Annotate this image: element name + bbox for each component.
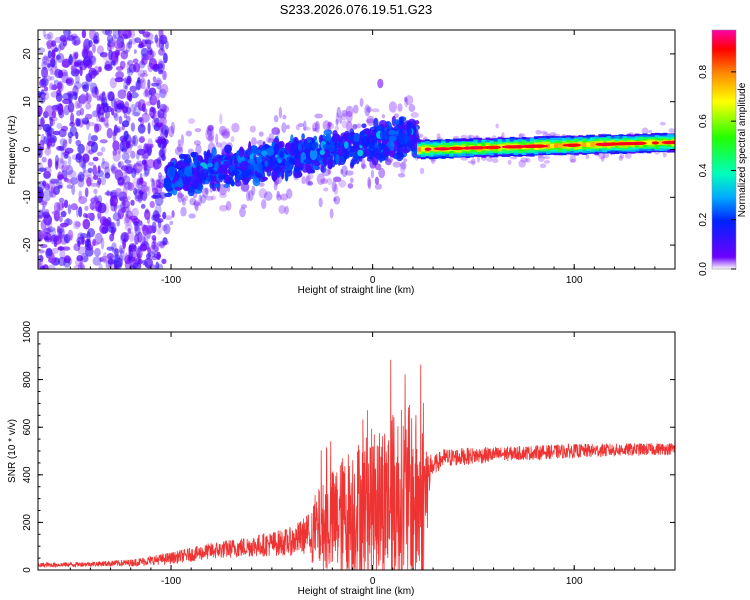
snr-series-line [38,359,675,570]
snr-ylabel: SNR (10 * v/v) [7,419,18,483]
colorbar-tick-label: 0.6 [698,114,709,128]
spectrogram-xtick-label: 0 [370,275,376,286]
colorbar-label: Normalized spectral amplitude [737,82,748,217]
chart-title: S233.2026.076.19.51.G23 [280,2,433,17]
snr-ytick-label: 400 [22,466,33,483]
colorbar-frame [711,29,737,270]
spectrogram-xtick-label: 100 [566,275,583,286]
spectrogram-ytick-label: 10 [22,96,33,108]
snr-xtick-label: 100 [566,576,583,587]
spectrogram-ytick-label: -20 [22,237,33,252]
spectrogram-ytick-label: 0 [22,146,33,152]
colorbar-tick-label: 0.8 [698,64,709,78]
spectrogram-ytick-label: 20 [22,48,33,60]
snr-ytick-label: 200 [22,514,33,531]
spectrogram-ylabel: Frequency (Hz) [7,116,18,185]
snr-xlabel: Height of straight line (km) [298,586,415,597]
snr-xtick-label: -100 [161,576,181,587]
colorbar-tick-label: 0.2 [698,212,709,226]
spectrogram-xlabel: Height of straight line (km) [298,285,415,296]
snr-ytick-label: 800 [22,371,33,388]
snr-ytick-label: 0 [22,567,33,573]
snr-ytick-label: 600 [22,418,33,435]
spectrogram-ytick-label: -10 [22,190,33,205]
colorbar-tick-label: 0.4 [698,163,709,177]
colorbar-gradient [712,30,736,269]
colorbar: 0.0 0.2 0.4 0.6 0.8 Normalized spectral ampl… [698,29,748,276]
spectrogram-heat [38,30,675,269]
colorbar-ticks: 0.0 0.2 0.4 0.6 0.8 [698,64,736,276]
colorbar-tick-label: 0.0 [698,262,709,276]
snr-xtick-label: 0 [370,576,376,587]
spectrogram-xtick-label: -100 [161,275,181,286]
snr-ytick-label: 1000 [22,320,33,343]
